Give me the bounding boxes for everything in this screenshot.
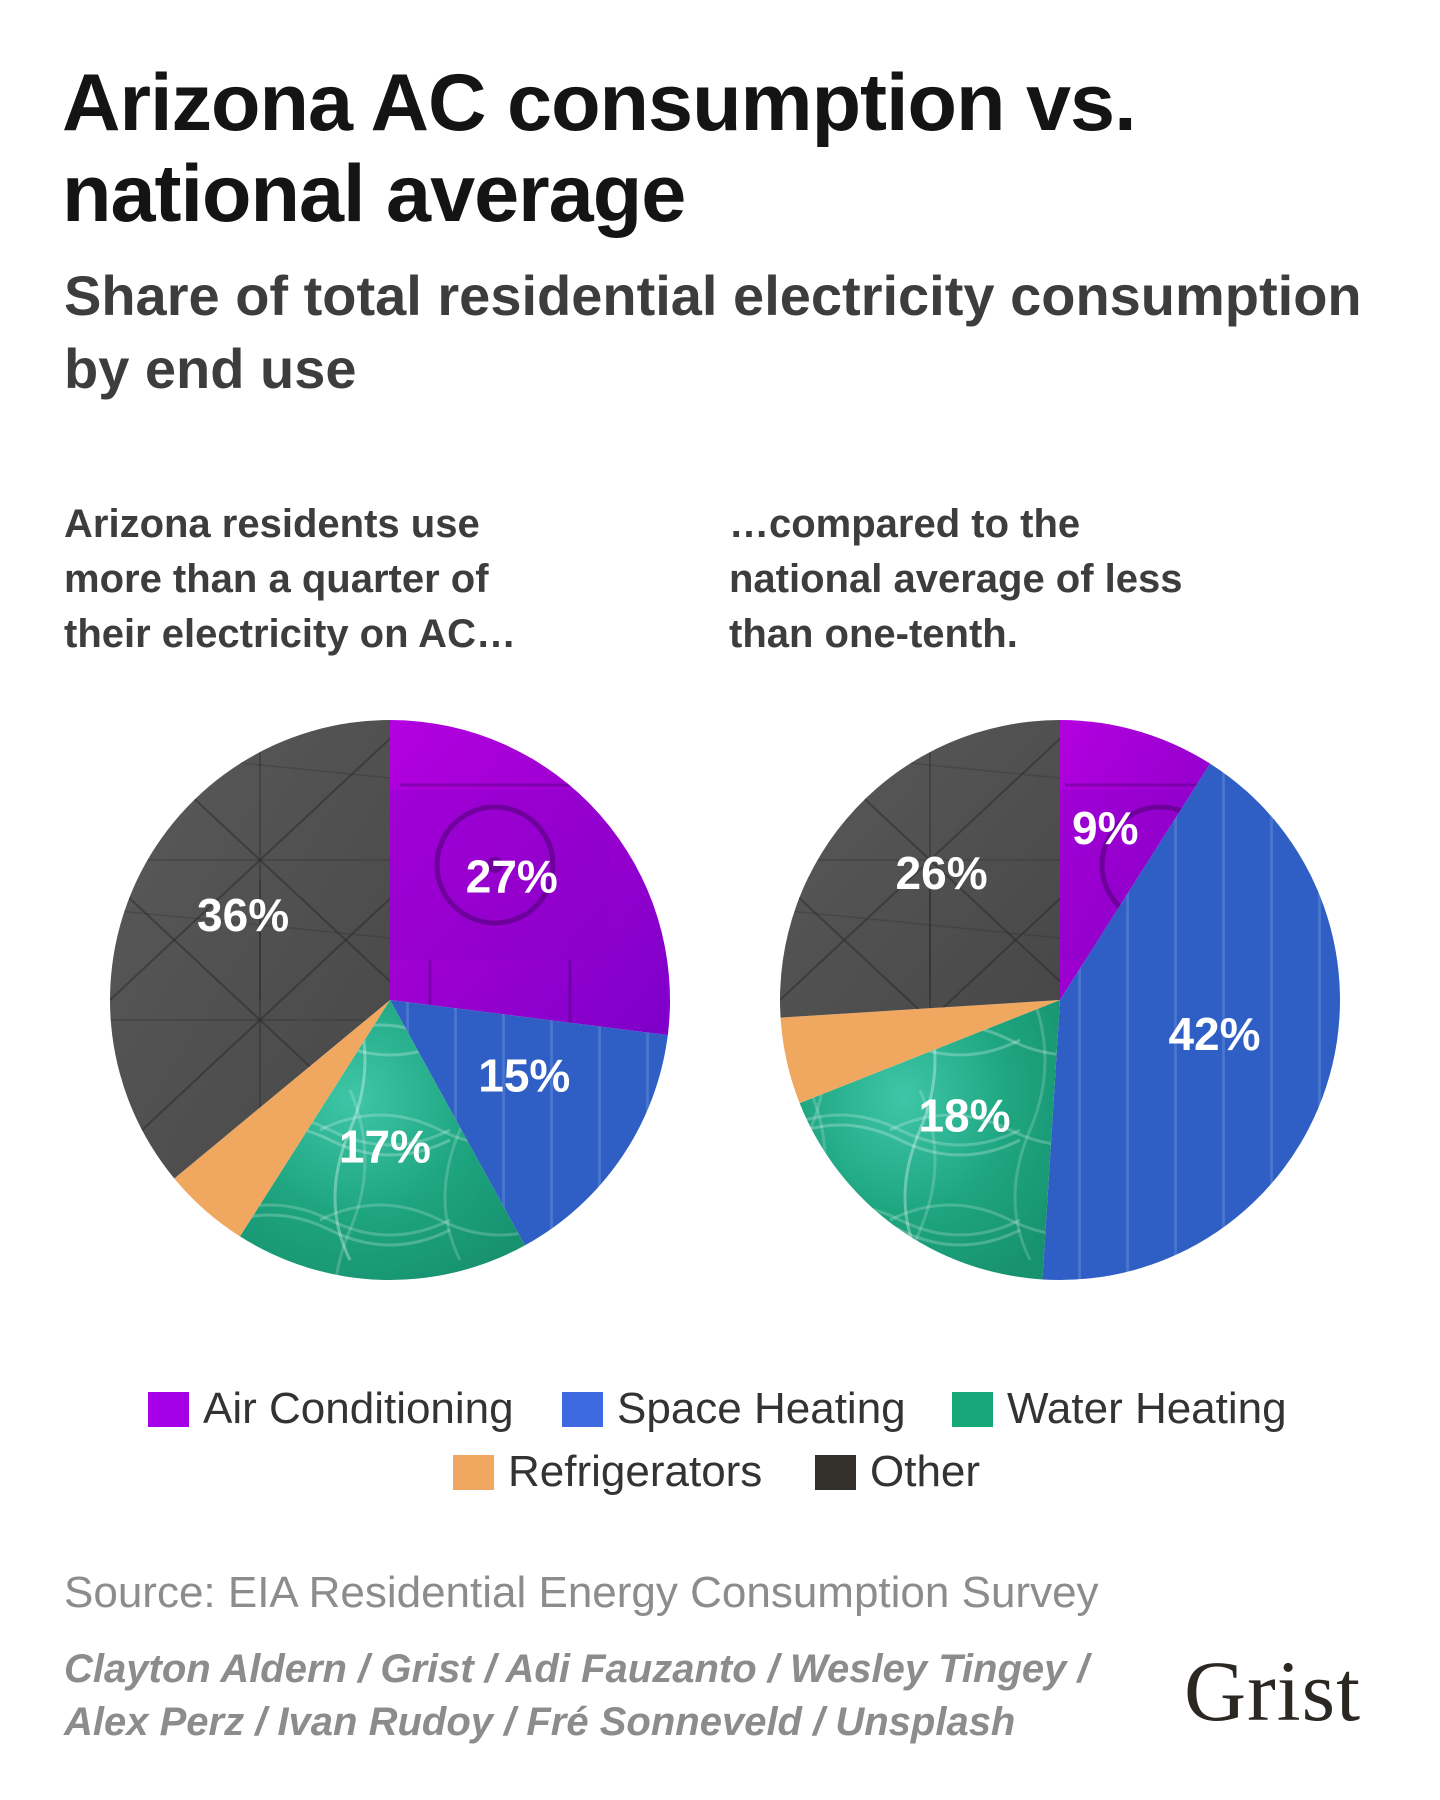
svg-text:18%: 18% — [918, 1089, 1010, 1141]
svg-text:9%: 9% — [1072, 802, 1138, 854]
svg-text:27%: 27% — [466, 851, 558, 903]
svg-text:17%: 17% — [339, 1120, 431, 1172]
svg-text:42%: 42% — [1168, 1008, 1260, 1060]
svg-text:26%: 26% — [896, 847, 988, 899]
svg-text:15%: 15% — [478, 1049, 570, 1101]
svg-text:36%: 36% — [197, 889, 289, 941]
